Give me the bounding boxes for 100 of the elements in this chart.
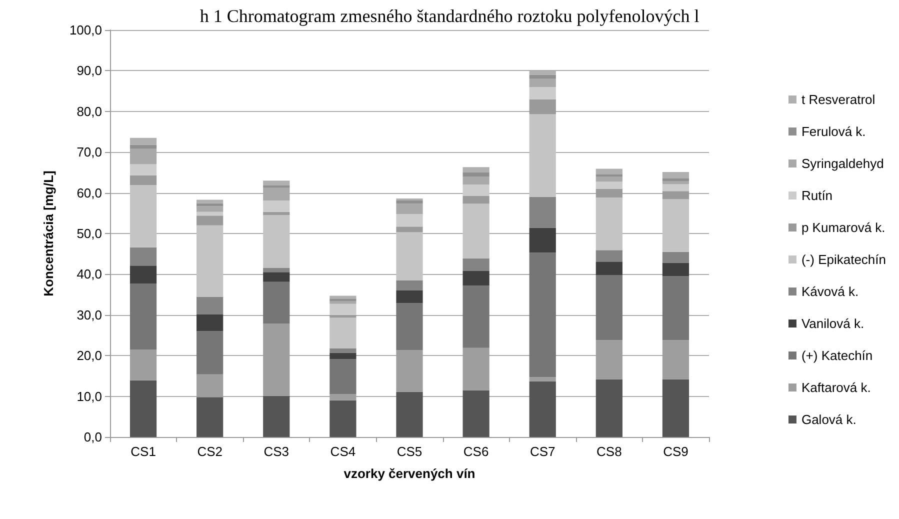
x-tick-label: CS3: [264, 444, 290, 459]
bar: [462, 390, 490, 437]
bar: [662, 199, 690, 252]
bar: [263, 282, 290, 324]
bar: [462, 204, 490, 258]
legend-label: (+) Katechín: [801, 348, 873, 363]
bar: [263, 212, 290, 216]
legend-label: (-) Epikatechín: [801, 252, 886, 267]
bar: [263, 215, 290, 268]
x-axis-title: vzorky červených vín: [344, 466, 476, 481]
y-tick-label: 10,0: [76, 388, 102, 404]
bar: [396, 232, 423, 280]
x-tick-label: CS4: [330, 444, 356, 459]
y-tick-label: 60,0: [76, 185, 102, 200]
bar: [462, 172, 490, 177]
y-tick-label: 20,0: [76, 348, 102, 364]
bar: [462, 167, 490, 172]
bar: [130, 266, 157, 284]
y-tick-label: 80,0: [76, 104, 102, 119]
bar: [130, 164, 157, 176]
bar: [596, 262, 622, 276]
x-tick-label: CS7: [530, 444, 556, 459]
bar: [529, 381, 556, 437]
x-tick-label: CS8: [596, 444, 622, 459]
x-tick-label: CS1: [130, 444, 156, 459]
bar: [130, 185, 157, 248]
legend-label: t Resveratrol: [801, 92, 876, 107]
x-tick-label: CS6: [463, 444, 489, 459]
bar: [130, 144, 157, 149]
bar: [462, 258, 490, 271]
legend-label: Rutín: [801, 188, 833, 203]
bar: [462, 196, 490, 204]
bar: [330, 301, 356, 304]
bar: [196, 314, 224, 332]
bar: [196, 216, 224, 226]
bar: [330, 352, 356, 360]
legend-label: Ferulová k.: [801, 124, 866, 139]
bar: [263, 396, 290, 437]
y-axis-title: Koncentrácia [mg/L]: [41, 170, 56, 296]
bar: [396, 204, 423, 214]
bar: [529, 252, 556, 378]
bar: [529, 377, 556, 382]
bar: [662, 172, 690, 179]
bar: [662, 379, 690, 437]
bar: [130, 175, 157, 186]
bar: [529, 74, 556, 79]
bar: [662, 191, 690, 200]
bar: [529, 86, 556, 100]
bar: [330, 348, 356, 353]
bar: [662, 252, 690, 263]
legend-label: p Kumarová k.: [801, 220, 886, 235]
bar: [662, 184, 690, 192]
bar: [130, 138, 157, 145]
bar: [196, 206, 224, 212]
bar: [130, 380, 157, 437]
text: h 1 Chromatogram zmesného štandardného roztoku polyfenolových l: [200, 6, 700, 26]
bar: [330, 304, 356, 315]
bar: [396, 280, 423, 290]
y-tick-label: 70,0: [76, 144, 102, 160]
bar: [196, 397, 224, 437]
bar: [263, 268, 290, 272]
bar: [596, 176, 622, 182]
bar: [529, 228, 556, 253]
bar: [130, 284, 157, 350]
x-tick-label: CS9: [663, 444, 688, 459]
bar: [529, 99, 556, 114]
legend-label: Kaftarová k.: [801, 380, 871, 395]
bar: [529, 114, 556, 197]
y-tick-label: 0,0: [84, 430, 102, 444]
bar: [263, 180, 290, 186]
bar: [330, 359, 356, 394]
bar: [596, 379, 622, 437]
bar: [662, 276, 690, 340]
y-tick-label: 40,0: [76, 266, 102, 282]
bar: [196, 225, 224, 297]
y-tick-label: 90,0: [76, 63, 102, 78]
bar: [330, 318, 356, 348]
legend-label: Galová k.: [801, 412, 856, 427]
bar: [462, 176, 490, 185]
bar: [596, 188, 622, 198]
bar: [396, 290, 423, 304]
bar: [596, 250, 622, 262]
x-tick-label: CS5: [396, 444, 422, 459]
bar: [196, 296, 224, 314]
bar: [396, 392, 423, 437]
bar: [596, 198, 622, 250]
bar: [596, 275, 622, 340]
legend-label: Syringaldehyd: [801, 156, 884, 171]
bar: [130, 247, 157, 266]
x-tick-label: CS2: [197, 444, 222, 459]
bar: [196, 212, 224, 216]
bar: [196, 331, 224, 374]
y-tick-label: 50,0: [76, 226, 102, 241]
legend-label: Kávová k.: [801, 284, 859, 299]
bar: [529, 196, 556, 228]
bar: [330, 400, 356, 437]
bar: [396, 303, 423, 350]
bar: [596, 168, 622, 174]
bar: [396, 226, 423, 232]
bar: [196, 200, 224, 204]
